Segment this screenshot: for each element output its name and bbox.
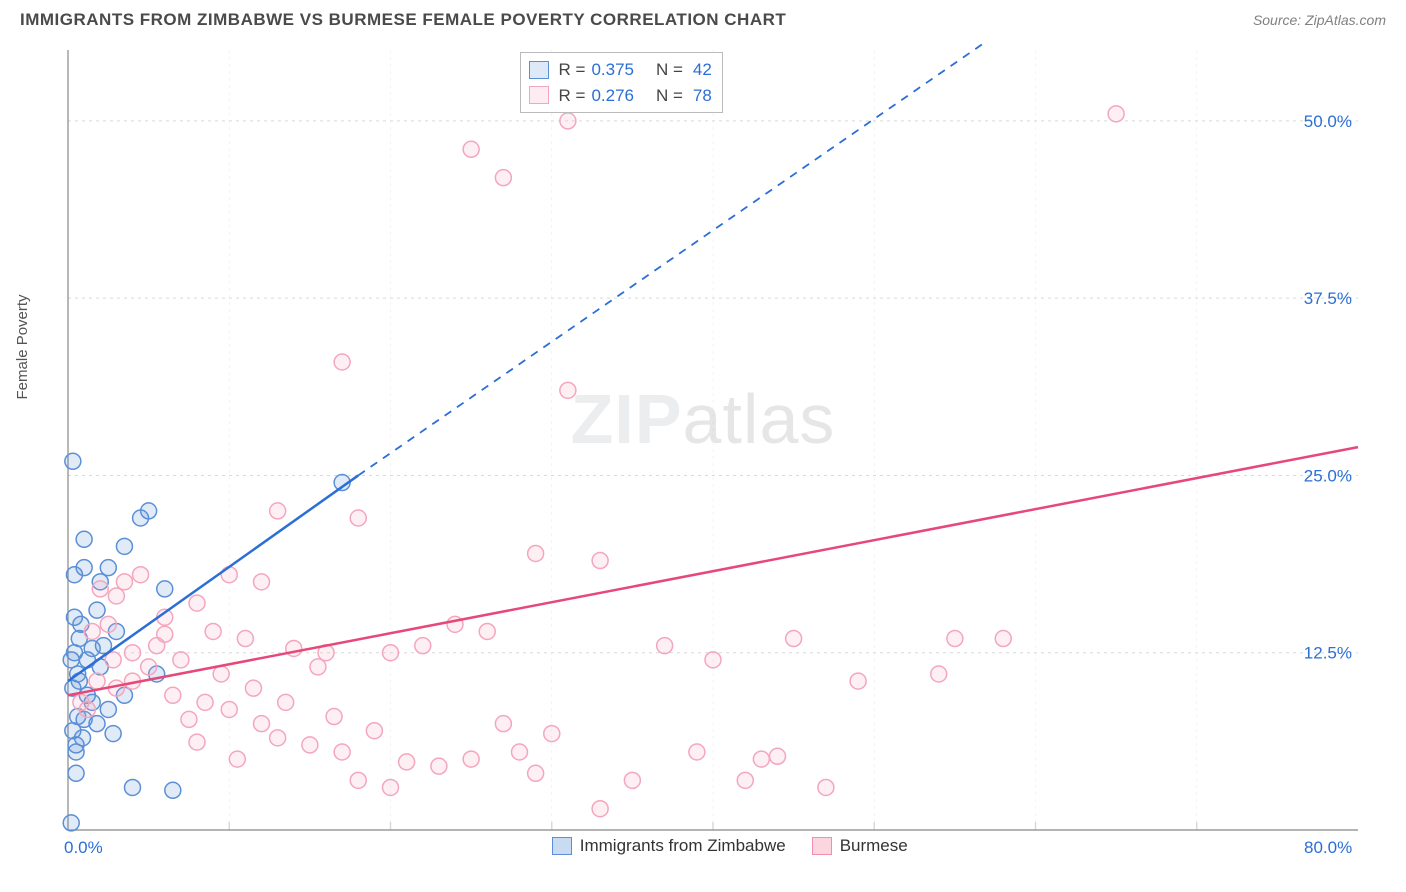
n-value: 78 [693,83,712,109]
source-attribution: Source: ZipAtlas.com [1253,12,1386,28]
legend-item: Immigrants from Zimbabwe [552,836,786,856]
svg-text:25.0%: 25.0% [1304,466,1352,485]
n-label: N = [656,57,683,83]
legend-label: Burmese [840,836,908,856]
chart-title: IMMIGRANTS FROM ZIMBABWE VS BURMESE FEMA… [20,10,786,30]
legend: Immigrants from Zimbabwe Burmese [552,836,908,856]
correlation-stats-box: R = 0.375 N = 42 R = 0.276 N = 78 [520,52,723,113]
stats-row: R = 0.276 N = 78 [529,83,712,109]
legend-swatch [812,837,832,855]
legend-swatch [552,837,572,855]
r-label: R = [559,57,586,83]
legend-swatch [529,61,549,79]
legend-label: Immigrants from Zimbabwe [580,836,786,856]
chart-area: Female Poverty 12.5%25.0%37.5%50.0% ZIPa… [20,42,1386,862]
legend-swatch [529,86,549,104]
n-value: 42 [693,57,712,83]
x-axis-max-label: 80.0% [1304,838,1352,858]
n-label: N = [656,83,683,109]
x-axis-min-label: 0.0% [64,838,103,858]
svg-text:37.5%: 37.5% [1304,289,1352,308]
r-value: 0.375 [591,57,634,83]
y-axis-title: Female Poverty [14,294,31,399]
svg-text:50.0%: 50.0% [1304,112,1352,131]
r-value: 0.276 [591,83,634,109]
r-label: R = [559,83,586,109]
legend-item: Burmese [812,836,908,856]
stats-row: R = 0.375 N = 42 [529,57,712,83]
svg-text:12.5%: 12.5% [1304,644,1352,663]
scatter-plot-svg: 12.5% 25.0% 37.5% 50.0% [20,42,1386,862]
